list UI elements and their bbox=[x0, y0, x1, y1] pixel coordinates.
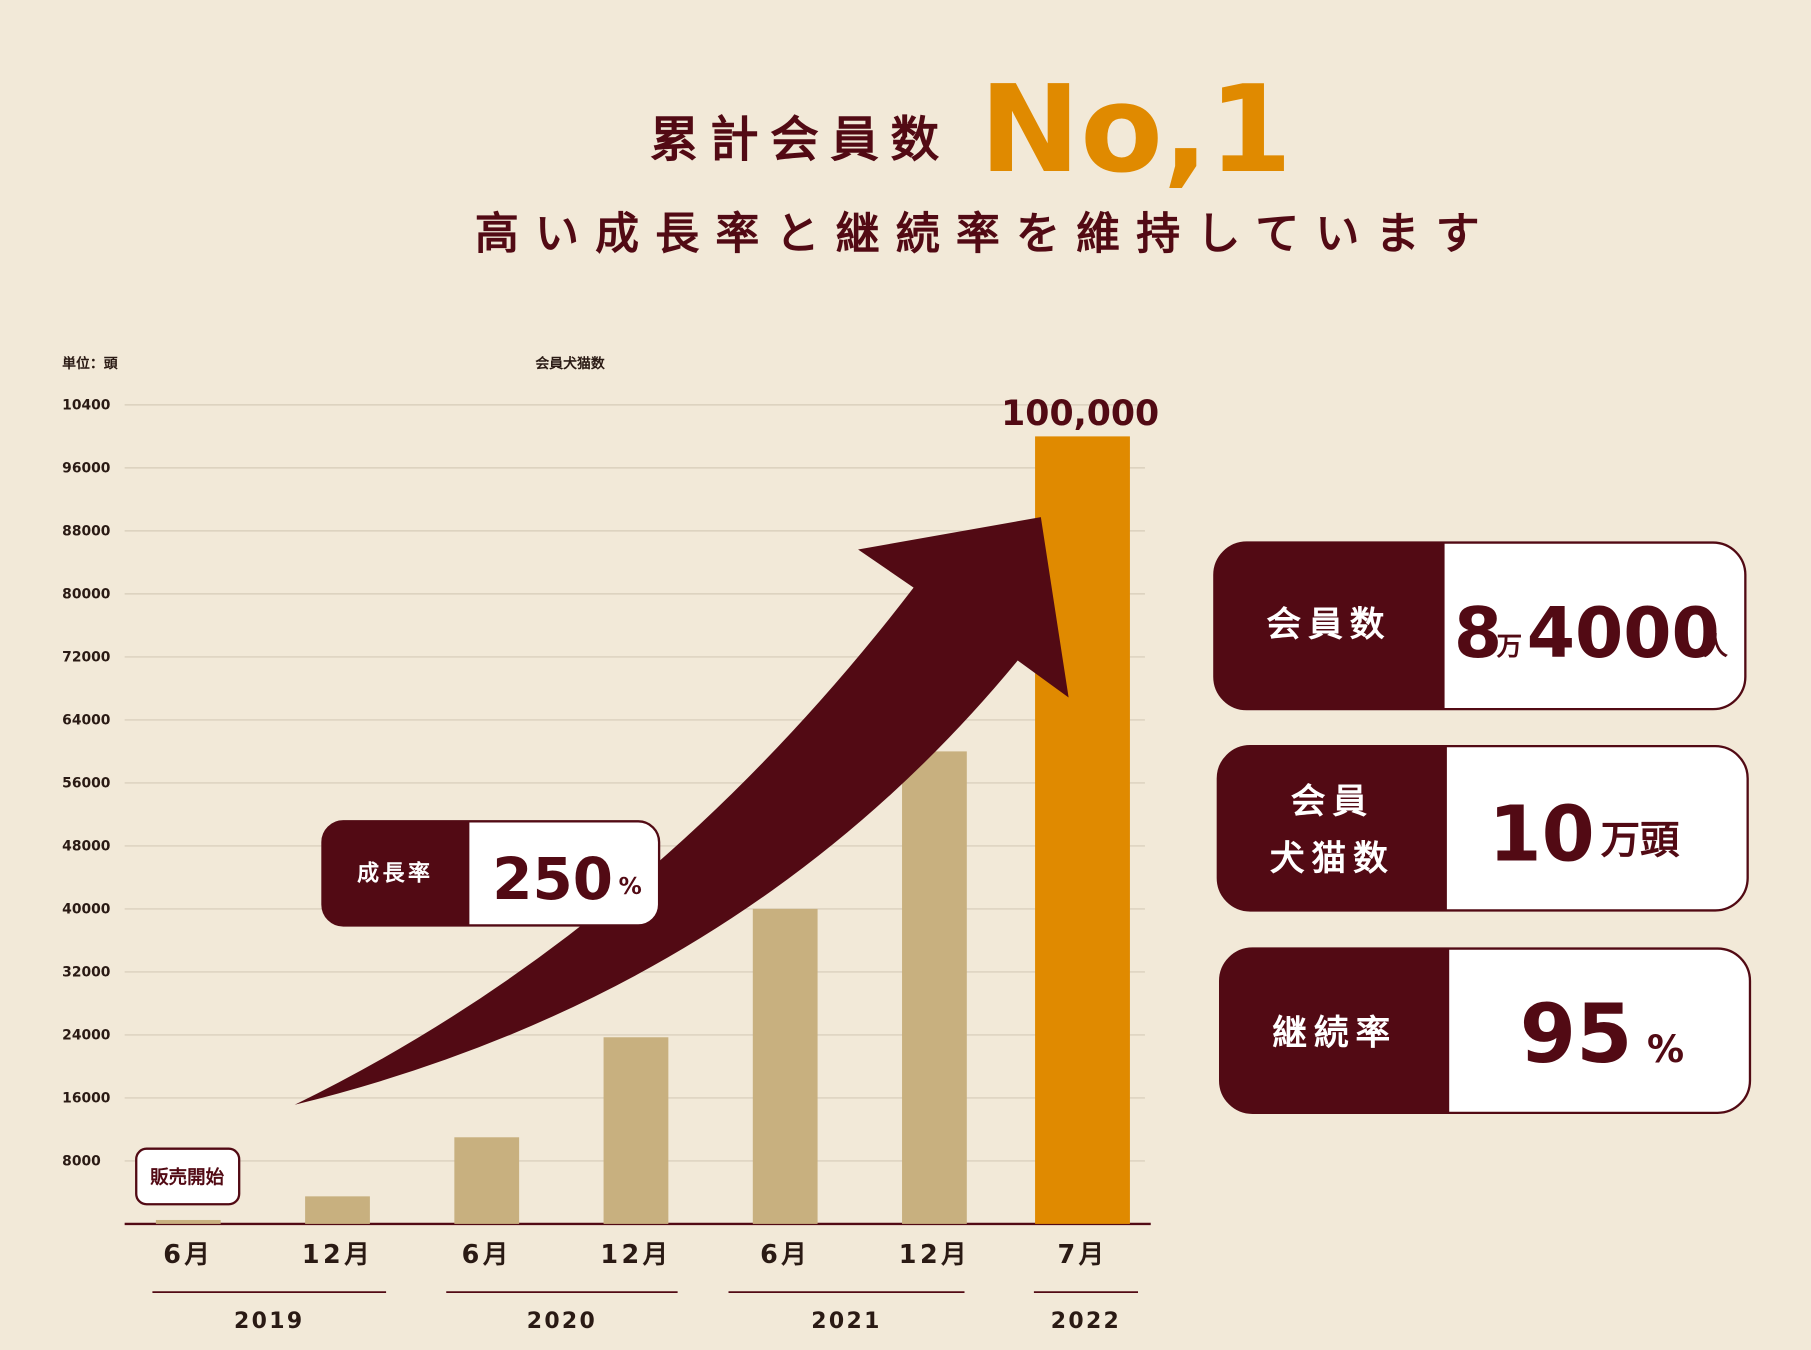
x-tick-label: 12月 bbox=[899, 1239, 970, 1269]
launch-tag bbox=[135, 1147, 241, 1206]
y-tick-label: 16000 bbox=[62, 1091, 110, 1107]
bar bbox=[752, 908, 818, 1224]
x-tick-label: 6月 bbox=[760, 1239, 810, 1269]
subtitle: 高い成長率と継続率を維持しています bbox=[475, 209, 1496, 260]
unit-label: 単位：頭 bbox=[62, 355, 118, 372]
x-tick-label: 12月 bbox=[600, 1239, 671, 1269]
bar bbox=[603, 1037, 669, 1224]
stat-label: 会員 bbox=[1291, 782, 1374, 822]
growth-arrow bbox=[294, 517, 1069, 1105]
x-tick-label: 12月 bbox=[302, 1239, 373, 1269]
y-tick-label: 96000 bbox=[62, 461, 110, 477]
launch-label: 販売開始 bbox=[150, 1166, 225, 1188]
growth-label: 成長率 bbox=[357, 860, 433, 886]
y-tick-label: 72000 bbox=[62, 650, 110, 666]
y-tick-label: 24000 bbox=[62, 1028, 110, 1044]
bar bbox=[155, 1219, 221, 1224]
stat-value: 4000 bbox=[1527, 594, 1720, 674]
y-tick-label: 88000 bbox=[62, 524, 110, 540]
y-tick-label: 40000 bbox=[62, 902, 110, 918]
year-label: 2022 bbox=[1051, 1309, 1121, 1334]
stat-card: 会員 犬猫数 10 万頭 bbox=[1216, 744, 1749, 912]
bar bbox=[305, 1196, 370, 1224]
y-tick-label: 80000 bbox=[62, 587, 110, 603]
plot: 8000 16000 24000 32000 40000 48000 56000 64000 7… bbox=[62, 394, 1159, 1334]
y-tick-label: 10400 bbox=[62, 398, 110, 414]
stat-label: 犬猫数 bbox=[1270, 839, 1395, 879]
y-tick-label: 8000 bbox=[62, 1154, 101, 1170]
card-head bbox=[1217, 746, 1447, 911]
stat-unit: 万頭 bbox=[1601, 818, 1680, 864]
year-label: 2021 bbox=[811, 1309, 881, 1334]
stat-card: 継続率 95 % bbox=[1218, 947, 1752, 1115]
stat-value: 8 bbox=[1454, 594, 1502, 674]
bar bbox=[902, 751, 967, 1224]
stat-label: 会員数 bbox=[1266, 605, 1391, 645]
stat-unit: % bbox=[1647, 1028, 1684, 1071]
x-tick-label: 6月 bbox=[163, 1239, 213, 1269]
year-label: 2019 bbox=[234, 1309, 304, 1334]
y-tick-label: 64000 bbox=[62, 713, 110, 729]
stat-value: 95 bbox=[1520, 988, 1633, 1082]
growth-unit: % bbox=[619, 874, 642, 900]
y-tick-label: 32000 bbox=[62, 965, 110, 981]
title: 累計会員数 bbox=[650, 112, 951, 168]
title-highlight: No,1 bbox=[980, 60, 1293, 200]
year-label: 2020 bbox=[527, 1309, 597, 1334]
x-tick-label: 6月 bbox=[462, 1239, 512, 1269]
x-tick-label: 7月 bbox=[1057, 1239, 1107, 1269]
stat-unit: 人 bbox=[1703, 631, 1729, 661]
stat-value: 10 bbox=[1489, 791, 1595, 880]
growth-callout-head bbox=[322, 821, 470, 926]
chart-title: 会員犬猫数 bbox=[535, 355, 605, 372]
card-head bbox=[1220, 948, 1450, 1113]
stat-card: 会員数 8 万 4000 人 bbox=[1213, 541, 1747, 711]
value-label: 100,000 bbox=[1001, 394, 1159, 434]
y-tick-label: 56000 bbox=[62, 776, 110, 792]
card-head bbox=[1214, 542, 1445, 710]
growth-value: 250 bbox=[492, 845, 613, 913]
stat-label: 継続率 bbox=[1272, 1014, 1397, 1054]
bar bbox=[1035, 436, 1130, 1224]
bar bbox=[454, 1137, 520, 1224]
stat-unit: 万 bbox=[1497, 631, 1522, 661]
y-tick-label: 48000 bbox=[62, 839, 110, 855]
